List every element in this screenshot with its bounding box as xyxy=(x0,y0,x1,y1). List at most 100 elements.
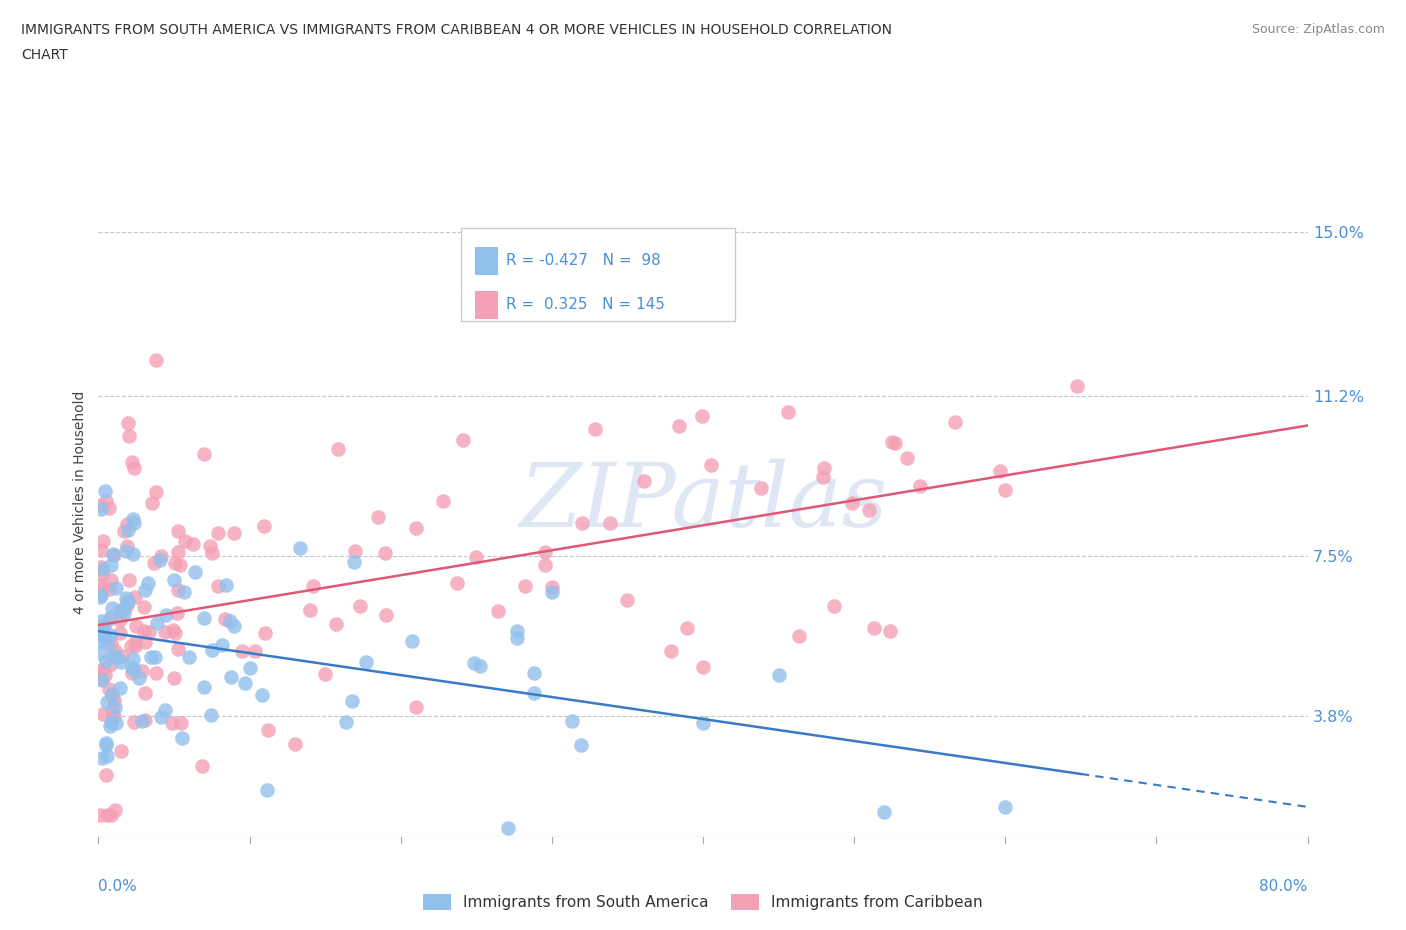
Point xyxy=(100,610,122,625)
Point xyxy=(134,624,156,639)
Point xyxy=(179,650,201,665)
Point xyxy=(91,533,114,548)
Point xyxy=(858,502,880,517)
Point xyxy=(299,603,322,618)
Point xyxy=(101,703,124,718)
Point xyxy=(374,545,396,560)
Point xyxy=(134,712,156,727)
Point xyxy=(153,702,176,717)
Point xyxy=(122,652,145,667)
Point xyxy=(104,803,127,817)
Point xyxy=(343,555,366,570)
Point xyxy=(89,590,111,604)
Point xyxy=(97,500,120,515)
Point xyxy=(120,638,142,653)
Point xyxy=(101,686,124,701)
Point xyxy=(163,572,186,587)
Point xyxy=(374,607,396,622)
Point xyxy=(405,521,427,536)
Point xyxy=(749,480,772,495)
Point xyxy=(533,557,555,572)
Point xyxy=(108,680,131,695)
Point xyxy=(155,607,177,622)
Point xyxy=(103,547,125,562)
Point xyxy=(96,749,118,764)
Point xyxy=(149,553,172,568)
Point xyxy=(162,622,184,637)
Point xyxy=(103,548,125,563)
Point xyxy=(238,661,260,676)
Point xyxy=(211,637,233,652)
Point xyxy=(98,682,121,697)
Point xyxy=(100,714,122,729)
Point xyxy=(193,679,215,694)
Point xyxy=(571,737,593,752)
Point xyxy=(122,715,145,730)
Point xyxy=(128,671,150,685)
Point xyxy=(181,537,204,551)
Point xyxy=(896,451,918,466)
Point xyxy=(163,555,186,570)
Point xyxy=(131,713,153,728)
Point xyxy=(100,689,122,704)
Point xyxy=(93,618,115,633)
Point xyxy=(201,545,224,560)
Point xyxy=(879,624,901,639)
Point xyxy=(463,656,485,671)
Point xyxy=(486,604,509,618)
Point xyxy=(110,603,132,618)
Point xyxy=(114,591,136,605)
Point xyxy=(104,643,127,658)
Point xyxy=(523,666,546,681)
Point xyxy=(145,352,167,367)
Point xyxy=(93,630,115,644)
Point xyxy=(91,661,114,676)
Point xyxy=(134,583,156,598)
Point xyxy=(219,614,242,629)
Point xyxy=(541,579,564,594)
Point xyxy=(115,597,138,612)
Point xyxy=(91,620,114,635)
Point xyxy=(149,710,172,724)
Point xyxy=(219,670,242,684)
Point xyxy=(170,715,193,730)
Point xyxy=(125,619,148,634)
Point xyxy=(111,648,134,663)
Point xyxy=(811,470,834,485)
Point xyxy=(122,460,145,475)
Point xyxy=(89,633,111,648)
Point xyxy=(153,624,176,639)
Point xyxy=(124,638,146,653)
Point xyxy=(103,709,125,724)
Point xyxy=(169,558,191,573)
Point xyxy=(692,659,714,674)
Point xyxy=(112,524,135,538)
Point xyxy=(167,642,190,657)
Point xyxy=(668,418,690,433)
Point xyxy=(145,666,167,681)
Point xyxy=(122,661,145,676)
Point xyxy=(506,624,529,639)
Point xyxy=(110,655,132,670)
Point xyxy=(121,455,143,470)
Point xyxy=(541,585,564,600)
Point xyxy=(659,644,682,658)
Point xyxy=(98,658,121,672)
Point xyxy=(561,713,583,728)
Point xyxy=(149,549,172,564)
Point xyxy=(124,590,146,604)
Point xyxy=(121,665,143,680)
Y-axis label: 4 or more Vehicles in Household: 4 or more Vehicles in Household xyxy=(73,391,87,614)
Point xyxy=(136,576,159,591)
Point xyxy=(115,543,138,558)
Point xyxy=(943,414,966,429)
Point xyxy=(256,783,278,798)
Point xyxy=(101,647,124,662)
Point xyxy=(224,526,246,541)
Point xyxy=(863,620,886,635)
Point xyxy=(314,667,336,682)
Point xyxy=(880,434,903,449)
Point xyxy=(90,559,112,574)
Point xyxy=(841,496,863,511)
Point xyxy=(243,644,266,658)
